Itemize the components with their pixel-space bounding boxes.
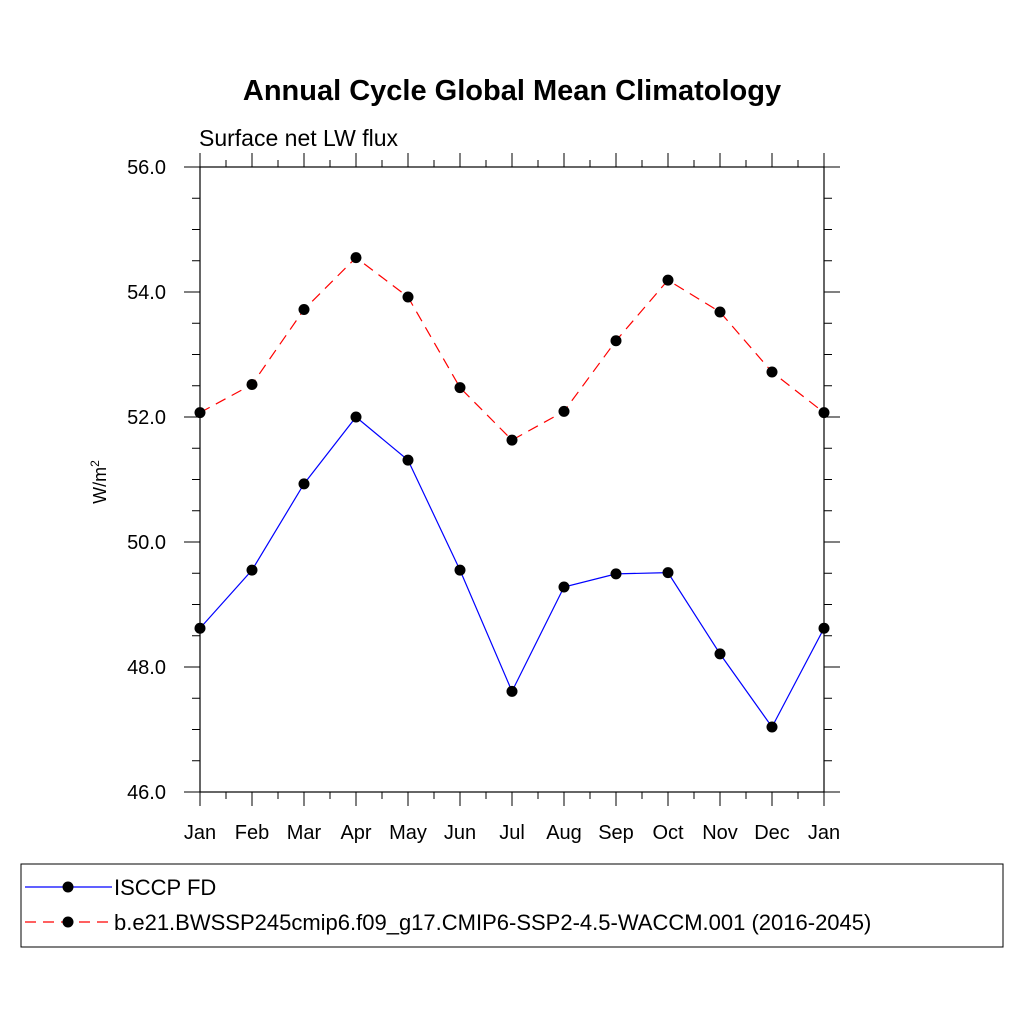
y-tick-label: 48.0	[127, 657, 166, 679]
data-point-series-1	[402, 454, 414, 466]
x-tick-label: Jan	[808, 822, 840, 844]
data-point-series-2	[662, 274, 674, 286]
y-tick-label: 52.0	[127, 407, 166, 429]
data-point-series-1	[558, 581, 570, 593]
data-point-series-2	[246, 379, 258, 390]
data-point-series-1	[662, 567, 674, 579]
x-tick-label: Apr	[340, 822, 371, 844]
y-axis-label-text: W/m	[90, 467, 110, 504]
y-tick-label: 56.0	[127, 157, 166, 179]
legend-label-1: ISCCP FD	[114, 875, 216, 900]
data-point-series-2	[402, 291, 414, 303]
x-tick-label: Feb	[235, 822, 269, 844]
data-point-series-1	[454, 564, 466, 576]
data-point-series-2	[610, 335, 622, 347]
x-tick-label: Aug	[546, 822, 582, 844]
x-tick-label: Jul	[499, 822, 525, 844]
x-tick-label: Jun	[444, 822, 476, 844]
series-line-1	[199, 416, 825, 729]
y-axis-label-superscript: 2	[88, 460, 102, 467]
data-point-series-1	[818, 622, 830, 634]
plot-area: Jan Feb Mar Apr May Jun Jul Aug Sep Oct Nov Dec Jan 4…	[127, 153, 840, 844]
legend-marker-1	[62, 881, 74, 893]
data-point-series-2	[194, 407, 206, 419]
legend-box	[20, 863, 1004, 948]
data-point-series-2	[298, 304, 310, 315]
data-point-series-1	[610, 568, 622, 580]
chart-subtitle: Surface net LW flux	[199, 125, 398, 151]
data-point-series-1	[766, 721, 778, 733]
chart-title: Annual Cycle Global Mean Climatology	[243, 75, 781, 107]
data-point-series-2	[714, 306, 726, 318]
data-point-series-2	[350, 252, 362, 264]
y-axis-label: W/m2	[88, 460, 110, 504]
x-tick-label: Dec	[754, 822, 790, 844]
legend-label-2: b.e21.BWSSP245cmip6.f09_g17.CMIP6-SSP2-4…	[114, 910, 871, 935]
legend-marker-2	[62, 916, 74, 928]
x-tick-label: Jan	[184, 822, 216, 844]
y-tick-label: 46.0	[127, 782, 166, 804]
plot-frame	[199, 166, 825, 793]
data-point-series-2	[506, 434, 518, 446]
x-tick-label: Oct	[652, 822, 684, 844]
legend: ISCCP FD b.e21.BWSSP245cmip6.f09_g17.CMIP…	[20, 863, 1004, 948]
data-point-series-1	[714, 648, 726, 660]
data-point-series-1	[350, 411, 362, 423]
series-line-2	[199, 256, 825, 441]
x-tick-label: Nov	[702, 822, 738, 844]
y-tick-label: 50.0	[127, 532, 166, 554]
data-point-series-2	[454, 382, 466, 394]
x-tick-label: May	[389, 822, 427, 844]
x-tick-label: Mar	[287, 822, 322, 844]
data-point-series-1	[246, 564, 258, 576]
data-point-series-1	[194, 622, 206, 634]
data-point-series-1	[506, 685, 518, 697]
data-point-series-2	[766, 366, 778, 378]
data-point-series-2	[558, 405, 570, 417]
data-point-series-2	[818, 407, 830, 419]
x-tick-label: Sep	[598, 822, 634, 844]
y-tick-label: 54.0	[127, 282, 166, 304]
data-point-series-1	[298, 478, 310, 490]
